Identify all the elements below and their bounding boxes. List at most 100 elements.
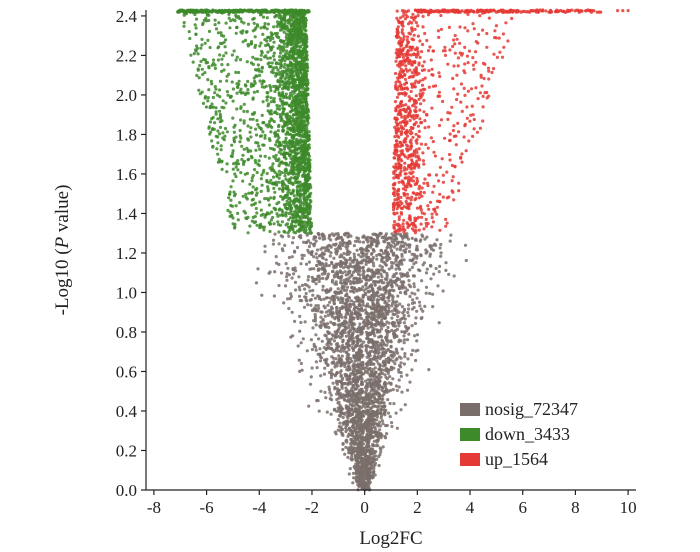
point-nosig	[341, 415, 345, 420]
point-nosig	[319, 325, 323, 330]
point-nosig	[367, 355, 371, 359]
point-down	[197, 76, 201, 80]
point-nosig	[369, 239, 373, 243]
point-nosig	[408, 294, 412, 299]
point-nosig	[284, 262, 288, 266]
point-nosig	[349, 264, 353, 268]
point-nosig	[379, 371, 383, 376]
point-down	[281, 54, 285, 58]
point-down	[251, 97, 255, 101]
point-nosig	[334, 342, 339, 347]
point-down	[244, 30, 248, 34]
point-nosig	[380, 318, 384, 322]
point-nosig	[348, 413, 353, 418]
point-down	[225, 162, 229, 166]
point-nosig	[386, 398, 390, 402]
point-down	[220, 63, 224, 67]
point-nosig	[363, 480, 367, 484]
point-nosig	[377, 431, 381, 435]
point-down	[220, 69, 224, 73]
point-nosig	[364, 473, 368, 477]
point-nosig	[329, 346, 334, 350]
point-nosig	[387, 299, 391, 303]
point-nosig	[357, 390, 361, 394]
point-nosig	[354, 306, 358, 310]
point-down	[204, 105, 208, 109]
point-nosig	[383, 299, 387, 303]
point-nosig	[347, 375, 351, 379]
point-nosig	[372, 271, 376, 275]
point-nosig	[391, 388, 395, 392]
point-down	[249, 135, 253, 139]
point-down	[251, 83, 255, 87]
point-down	[260, 82, 264, 86]
point-nosig	[424, 271, 429, 275]
point-nosig	[340, 315, 344, 319]
point-nosig	[375, 253, 379, 258]
point-nosig	[379, 272, 383, 276]
point-nosig	[368, 312, 372, 316]
point-nosig	[355, 456, 359, 460]
point-nosig	[347, 308, 352, 312]
point-down	[219, 31, 223, 35]
point-nosig	[382, 401, 386, 405]
point-down	[268, 222, 272, 226]
point-down	[225, 90, 229, 94]
point-nosig	[330, 355, 334, 359]
point-down	[295, 188, 299, 192]
point-down	[259, 53, 263, 57]
point-nosig	[372, 317, 376, 321]
point-nosig	[338, 336, 342, 340]
point-nosig	[360, 446, 364, 450]
point-down	[270, 125, 274, 129]
point-nosig	[350, 346, 354, 350]
point-nosig	[281, 249, 285, 253]
point-nosig	[335, 250, 339, 254]
point-nosig	[361, 276, 366, 280]
point-nosig	[347, 323, 351, 327]
point-down	[246, 44, 250, 48]
point-nosig	[380, 419, 385, 423]
point-nosig	[359, 313, 363, 317]
point-nosig	[321, 288, 325, 292]
point-down	[309, 231, 313, 235]
point-nosig	[359, 443, 363, 447]
point-nosig	[359, 414, 363, 418]
point-down	[203, 95, 208, 99]
point-nosig	[375, 440, 379, 444]
point-nosig	[383, 362, 387, 366]
point-nosig	[352, 281, 356, 285]
point-nosig	[386, 245, 390, 249]
point-nosig	[344, 245, 348, 249]
point-down	[281, 125, 285, 129]
point-nosig	[379, 412, 383, 416]
point-nosig	[375, 239, 379, 243]
point-down	[263, 197, 267, 201]
point-nosig	[434, 243, 438, 247]
point-nosig	[394, 267, 398, 271]
point-nosig	[357, 358, 361, 362]
point-nosig	[398, 318, 403, 322]
point-down	[286, 21, 291, 25]
point-down	[271, 99, 275, 103]
point-down	[242, 159, 247, 163]
point-nosig	[297, 285, 301, 289]
point-nosig	[293, 319, 297, 323]
point-nosig	[390, 284, 394, 288]
point-nosig	[368, 451, 372, 455]
point-nosig	[390, 232, 394, 236]
point-nosig	[324, 277, 328, 281]
point-nosig	[345, 428, 349, 432]
point-nosig	[410, 324, 414, 328]
point-nosig	[379, 450, 383, 454]
point-nosig	[314, 323, 318, 327]
point-nosig	[339, 349, 343, 353]
point-down	[286, 87, 290, 91]
point-nosig	[361, 367, 365, 371]
point-nosig	[400, 390, 404, 394]
point-nosig	[326, 248, 330, 252]
point-nosig	[326, 290, 330, 294]
point-nosig	[386, 371, 390, 375]
point-down	[279, 66, 283, 70]
point-down	[217, 88, 222, 92]
